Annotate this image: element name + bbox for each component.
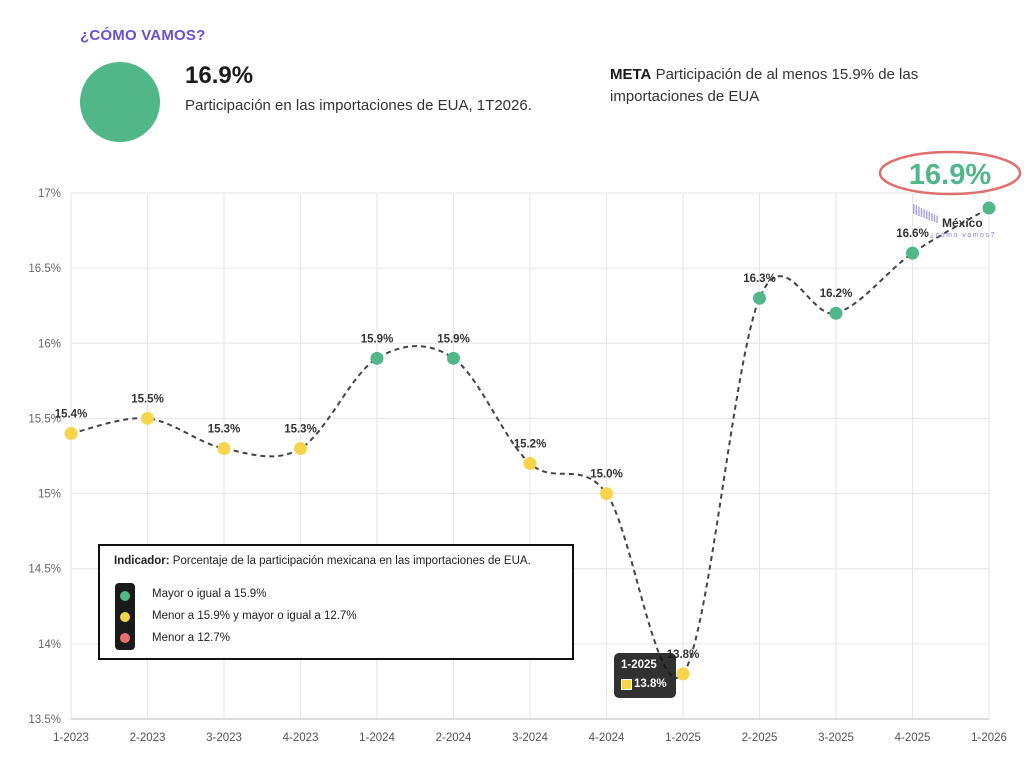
watermark-bar (931, 213, 933, 221)
data-labels: 15.4% 15.5% 15.3% 15.3% 15.9% 15.9% 15.2% 15.0%… (55, 228, 929, 661)
x-tick-label: 1-2025 (665, 732, 701, 744)
headline-value: 16.9% (185, 62, 254, 89)
data-point (906, 246, 919, 260)
y-tick-label: 15.5% (28, 413, 61, 425)
x-axis: 1-2023 2-2023 3-2023 4-2023 1-2024 2-2024 3-20… (53, 718, 1007, 744)
x-tick-label: 1-2023 (53, 732, 89, 744)
callout-value: 16.9% (909, 159, 991, 191)
green-light (120, 591, 130, 601)
data-label: 15.3% (208, 423, 241, 435)
y-tick-label: 15% (38, 489, 61, 501)
data-point (447, 351, 460, 365)
data-point (294, 441, 307, 455)
goal-label: META (610, 66, 652, 83)
y-tick-label: 16.5% (28, 263, 61, 275)
x-tick-label: 3-2025 (818, 732, 854, 744)
data-point (676, 667, 690, 681)
watermark-bar (928, 211, 930, 220)
goal-description: Participación de al menos 15.9% de las i… (610, 66, 919, 105)
series-points (64, 201, 996, 681)
legend-title: Indicador: Porcentaje de la participació… (114, 555, 531, 567)
y-tick-label: 14% (38, 639, 61, 651)
data-point (217, 441, 231, 455)
y-tick-label: 17% (38, 188, 61, 200)
chart-tooltip: 1-2025 13.8% (614, 653, 676, 698)
legend-box: Indicador: Porcentaje de la participació… (98, 544, 574, 660)
data-label: 16.2% (820, 288, 853, 300)
x-tick-label: 4-2025 (895, 732, 931, 744)
y-tick-label: 16% (38, 338, 61, 350)
data-label: 15.5% (131, 393, 164, 405)
data-point (370, 351, 384, 365)
x-tick-label: 1-2024 (359, 732, 395, 744)
data-label: 16.3% (743, 273, 776, 285)
data-point (753, 291, 766, 305)
yellow-light (120, 612, 130, 622)
red-light (120, 633, 130, 643)
watermark-subtitle: ¿cómo vamos? (930, 232, 996, 239)
watermark-bar (933, 214, 936, 222)
traffic-light-icon (115, 583, 135, 650)
data-label: 15.4% (55, 408, 88, 420)
legend-item-red: Menor a 12.7% (152, 632, 230, 644)
status-indicator-dot (80, 62, 160, 142)
x-tick-label: 1-2026 (971, 732, 1007, 744)
y-tick-label: 13.5% (28, 714, 61, 726)
tooltip-value: 13.8% (634, 678, 667, 690)
watermark-bar (936, 215, 938, 223)
tooltip-title: 1-2025 (621, 659, 657, 671)
y-tick-label: 14.5% (28, 564, 61, 576)
watermark-bar (913, 204, 915, 214)
data-point (141, 411, 154, 425)
data-label: 15.9% (437, 333, 470, 345)
x-tick-label: 2-2023 (130, 732, 166, 744)
legend-item-yellow: Menor a 15.9% y mayor o igual a 12.7% (152, 610, 357, 622)
data-label: 15.9% (361, 333, 394, 345)
tooltip-swatch (621, 679, 632, 690)
x-tick-label: 4-2023 (283, 732, 319, 744)
watermark-bar (923, 209, 925, 218)
x-tick-label: 2-2025 (742, 732, 778, 744)
legend-item-green: Mayor o igual a 15.9% (152, 588, 267, 600)
data-point (982, 201, 996, 215)
callout-ring (878, 150, 1022, 196)
watermark-bars-icon (913, 204, 938, 223)
data-label: 15.0% (590, 469, 623, 481)
headline-description: Participación en las importaciones de EU… (185, 97, 532, 114)
data-point (600, 487, 613, 501)
watermark-logo: México ¿cómo vamos? (913, 204, 996, 239)
watermark-bar (915, 205, 917, 215)
y-axis: 17% 16.5% 16% 15.5% 15% 14.5% 14% 13.5% (28, 188, 61, 726)
data-label: 16.6% (896, 228, 929, 240)
goal-text: META Participación de al menos 15.9% de … (610, 64, 990, 108)
section-kicker: ¿CÓMO VAMOS? (80, 27, 206, 44)
legend-title-text: Porcentaje de la participación mexicana … (172, 555, 531, 567)
x-tick-label: 2-2024 (436, 732, 472, 744)
series-line (70, 207, 990, 679)
data-point (829, 306, 843, 320)
data-label: 15.2% (514, 439, 547, 451)
watermark-bar (920, 207, 923, 217)
watermark-title: México (942, 216, 983, 230)
x-tick-label: 3-2024 (512, 732, 548, 744)
legend-title-bold: Indicador: (114, 555, 170, 567)
watermark-bar (926, 210, 928, 219)
data-label: 15.3% (284, 423, 317, 435)
x-tick-label: 4-2024 (589, 732, 625, 744)
data-point (64, 426, 78, 440)
watermark-bar (918, 206, 920, 216)
data-point (523, 457, 537, 471)
x-tick-label: 3-2023 (206, 732, 242, 744)
